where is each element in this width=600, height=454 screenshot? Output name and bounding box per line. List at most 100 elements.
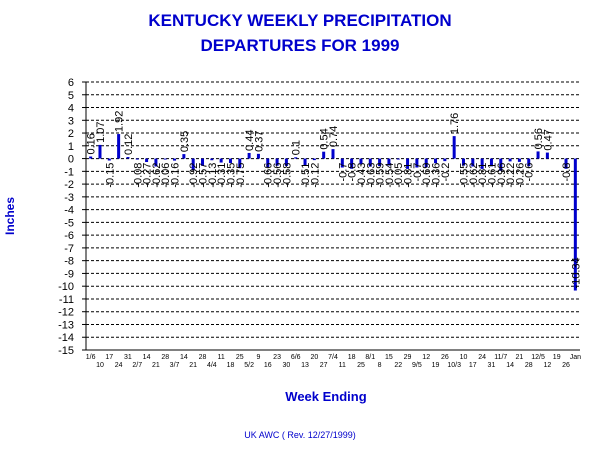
- data-label: -0.12: [309, 163, 321, 188]
- bar: [173, 158, 177, 161]
- data-label: -0.05: [393, 163, 405, 188]
- bar: [387, 158, 391, 166]
- x-tick-label: 30: [282, 362, 290, 369]
- gridlines: [86, 81, 580, 351]
- y-tick-label: -2: [64, 179, 74, 191]
- bar: [331, 149, 335, 159]
- bar: [471, 158, 475, 167]
- x-tick-label: 8: [378, 362, 382, 369]
- data-label: -0.61: [486, 163, 498, 188]
- axes: [85, 82, 580, 351]
- x-tick-label: 19: [432, 362, 440, 369]
- data-label: 0.44: [244, 130, 256, 151]
- x-tick-label: 24: [115, 362, 123, 369]
- data-label: -0.62: [151, 163, 163, 188]
- data-label: -0.81: [477, 163, 489, 188]
- bar: [573, 158, 577, 291]
- bar: [499, 158, 503, 171]
- x-tick-label: 14: [143, 354, 151, 361]
- x-tick-label: 13: [301, 362, 309, 369]
- x-tick-label: 11: [339, 362, 346, 369]
- x-tick-label: 28: [199, 354, 207, 361]
- x-tick-label: 3/7: [170, 362, 180, 369]
- y-tick-label: 1: [68, 141, 74, 153]
- bar: [135, 158, 139, 160]
- x-tick-label: 17: [105, 354, 113, 361]
- y-tick-label: -6: [64, 230, 74, 242]
- y-tick-label: 0: [68, 154, 74, 166]
- data-label: -0.58: [281, 163, 293, 188]
- bar: [294, 157, 298, 159]
- bar: [517, 158, 521, 162]
- x-tick-label: 9/5: [412, 362, 422, 369]
- bar: [210, 158, 214, 161]
- x-tick-label: 14: [506, 362, 514, 369]
- y-tick-label: 3: [68, 115, 74, 127]
- bar: [322, 151, 326, 159]
- bar: [154, 158, 158, 167]
- data-label: -0.54: [384, 163, 396, 188]
- bar: [284, 158, 288, 166]
- data-label: -0.8: [347, 163, 359, 182]
- data-label: -0.66: [263, 163, 275, 188]
- x-tick-label: 4/4: [207, 362, 217, 369]
- data-label: 0.35: [179, 131, 191, 152]
- x-tick-label: 10/3: [447, 362, 461, 369]
- x-tick-label: 12/5: [531, 354, 545, 361]
- x-tick-label: 1/6: [86, 354, 96, 361]
- x-tick-label: 23: [273, 354, 281, 361]
- x-tick-label: 19: [553, 354, 561, 361]
- data-label: -0.6: [524, 163, 536, 182]
- bar: [98, 144, 102, 159]
- y-axis-title: Inches: [3, 197, 17, 235]
- bar: [145, 158, 149, 163]
- bar: [461, 158, 465, 166]
- y-tick-label: -5: [64, 217, 74, 229]
- chart-subtitle: DEPARTURES FOR 1999: [200, 36, 399, 55]
- data-label: -0.36: [431, 163, 443, 188]
- data-label: -0.13: [207, 163, 219, 188]
- y-tick-label: 6: [68, 77, 74, 89]
- x-tick-label: Jan: [570, 354, 581, 361]
- bar: [219, 158, 223, 163]
- data-label: 0.47: [542, 129, 554, 150]
- data-label: 0.12: [123, 134, 135, 155]
- y-tick-label: -3: [64, 192, 74, 204]
- data-label: -0.96: [496, 163, 508, 188]
- data-label: -0.22: [505, 163, 517, 188]
- x-tick-label: 15: [385, 354, 393, 361]
- x-tick-label: 12: [543, 362, 551, 369]
- x-tick-label: 12: [422, 354, 430, 361]
- bar: [340, 158, 344, 168]
- bar: [117, 134, 121, 159]
- bar: [182, 154, 186, 159]
- data-label: -0.55: [458, 163, 470, 188]
- x-tick-label: 21: [516, 354, 524, 361]
- x-tick-label: 28: [525, 362, 533, 369]
- x-tick-label: 10: [96, 362, 104, 369]
- x-tick-label: 25: [357, 362, 365, 369]
- bar: [406, 158, 410, 169]
- x-tick-label: 6/6: [291, 354, 301, 361]
- x-tick-label: 21: [189, 362, 197, 369]
- data-label: -0.63: [365, 163, 377, 188]
- bar: [266, 158, 270, 167]
- x-axis-ticks: 1/6101724312/71421283/71421284/41118255/…: [86, 354, 581, 369]
- bars: [89, 134, 577, 291]
- data-label: -0.62: [468, 163, 480, 188]
- y-axis-ticks: 6543210-1-2-3-4-5-6-7-8-9-10-11-12-13-14…: [58, 77, 86, 357]
- data-label: 0.74: [328, 126, 340, 147]
- y-tick-label: -10: [58, 281, 74, 293]
- y-tick-label: 2: [68, 128, 74, 140]
- data-label: -0.35: [225, 163, 237, 188]
- bar: [480, 158, 484, 169]
- bar: [527, 158, 531, 167]
- x-tick-label: 8/1: [365, 354, 375, 361]
- x-tick-label: 5/2: [244, 362, 254, 369]
- data-label: -0.31: [216, 163, 228, 188]
- bar: [275, 158, 279, 166]
- bar: [89, 156, 93, 159]
- x-tick-label: 16: [264, 362, 272, 369]
- bar: [126, 157, 130, 159]
